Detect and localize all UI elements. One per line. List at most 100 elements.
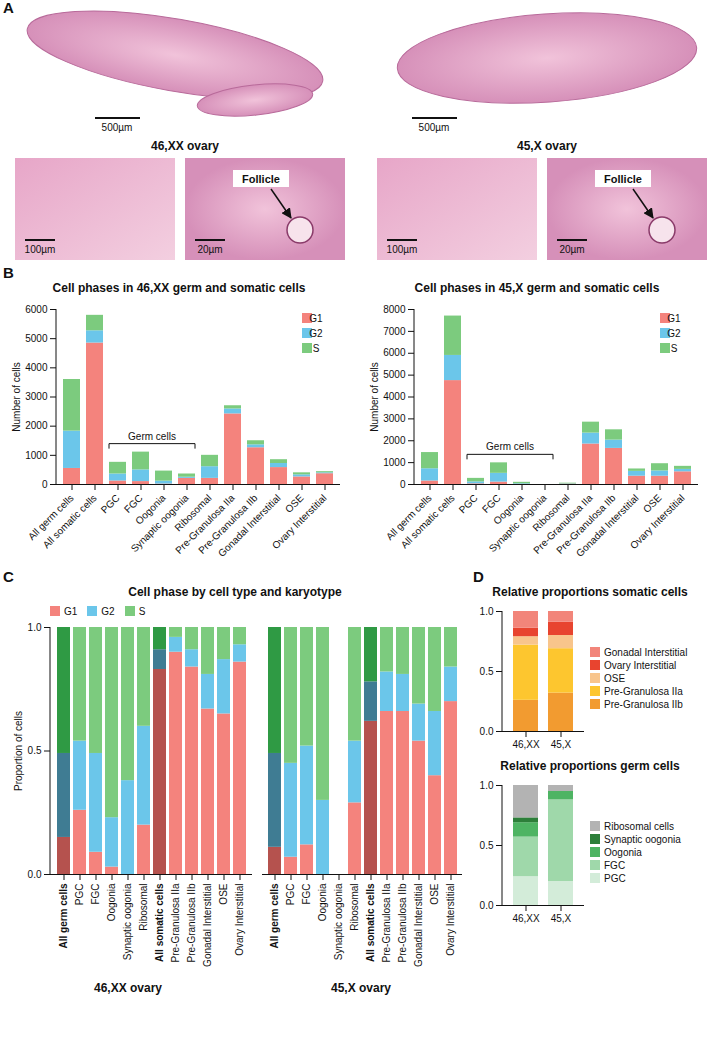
svg-text:FGC: FGC (480, 492, 503, 515)
svg-text:S: S (671, 343, 678, 354)
svg-text:0.5: 0.5 (480, 840, 494, 851)
svg-text:G1: G1 (667, 313, 681, 324)
html-text:Cell phases in 45,X germ and s: Cell phases in 45,X germ and somatic cel… (414, 281, 660, 295)
svg-text:Synaptic oogonia: Synaptic oogonia (122, 883, 133, 960)
svg-text:OSE: OSE (641, 492, 664, 515)
svg-text:Oogonia: Oogonia (317, 883, 328, 921)
svg-text:Follicle: Follicle (604, 173, 642, 185)
svg-text:Ribosomal: Ribosomal (172, 492, 214, 534)
svg-text:6000: 6000 (383, 347, 406, 358)
svg-text:Ovary Interstitial: Ovary Interstitial (270, 492, 329, 551)
svg-text:500µm: 500µm (419, 122, 450, 133)
svg-text:G1: G1 (309, 313, 323, 324)
svg-text:G2: G2 (309, 328, 323, 339)
svg-text:Germ cells: Germ cells (486, 441, 534, 452)
svg-text:8000: 8000 (383, 304, 406, 315)
svg-text:45,X: 45,X (551, 739, 572, 750)
svg-text:Pre-Granulosa IIb: Pre-Granulosa IIb (186, 883, 197, 962)
svg-text:PGC: PGC (457, 492, 480, 515)
svg-text:Oogonia: Oogonia (491, 492, 526, 527)
svg-text:S: S (313, 343, 320, 354)
svg-text:Ribosomal: Ribosomal (138, 884, 149, 931)
svg-text:6000: 6000 (25, 304, 48, 315)
svg-text:0.0: 0.0 (480, 900, 494, 911)
svg-text:5000: 5000 (25, 333, 48, 344)
svg-text:Pre-Granulosa IIa: Pre-Granulosa IIa (531, 492, 595, 556)
svg-text:4000: 4000 (383, 391, 406, 402)
svg-text:Proportion of cells: Proportion of cells (13, 711, 24, 791)
svg-text:1000: 1000 (25, 450, 48, 461)
svg-text:1.0: 1.0 (480, 780, 494, 791)
svg-text:Pre-Granulosa IIb: Pre-Granulosa IIb (554, 492, 618, 556)
svg-text:1.0: 1.0 (28, 622, 42, 633)
svg-text:5000: 5000 (383, 369, 406, 380)
svg-text:100µm: 100µm (25, 244, 56, 255)
html-text:Cell phases in 46,XX germ and: Cell phases in 46,XX germ and somatic ce… (52, 281, 306, 295)
svg-text:3000: 3000 (383, 413, 406, 424)
svg-text:Pre-Granulosa IIb: Pre-Granulosa IIb (397, 883, 408, 962)
svg-text:OSE: OSE (218, 883, 229, 904)
svg-text:Pre-Granulosa IIa: Pre-Granulosa IIa (173, 492, 237, 556)
svg-text:Pre-Granulosa IIb: Pre-Granulosa IIb (196, 492, 260, 556)
svg-text:Ovary Interstitial: Ovary Interstitial (234, 884, 245, 956)
svg-text:500µm: 500µm (102, 122, 133, 133)
svg-text:Ovary Interstitial: Ovary Interstitial (628, 492, 687, 551)
svg-text:Ribosomal: Ribosomal (530, 492, 572, 534)
svg-text:45,X: 45,X (551, 913, 572, 924)
svg-text:All somatic cells: All somatic cells (365, 883, 376, 962)
svg-text:Ribosomal: Ribosomal (349, 884, 360, 931)
svg-text:Follicle: Follicle (242, 173, 280, 185)
svg-text:46,XX ovary: 46,XX ovary (151, 139, 219, 153)
svg-text:1000: 1000 (383, 457, 406, 468)
svg-text:100µm: 100µm (387, 244, 418, 255)
svg-text:Synaptic oogonia: Synaptic oogonia (486, 492, 549, 555)
svg-text:2000: 2000 (383, 435, 406, 446)
svg-text:All germ cells: All germ cells (269, 883, 280, 948)
svg-text:Number of cells: Number of cells (11, 362, 22, 431)
svg-text:0.5: 0.5 (28, 745, 42, 756)
svg-text:Pre-Granulosa IIa: Pre-Granulosa IIa (170, 883, 181, 962)
svg-text:Gonadal Interstitial: Gonadal Interstitial (574, 492, 641, 559)
svg-text:Gonadal Interstitial: Gonadal Interstitial (413, 884, 424, 967)
svg-text:Synaptic oogonia: Synaptic oogonia (333, 883, 344, 960)
svg-text:FGC: FGC (122, 492, 145, 515)
svg-text:Oogonia: Oogonia (106, 883, 117, 921)
svg-text:0.0: 0.0 (480, 726, 494, 737)
svg-text:PGC: PGC (99, 492, 122, 515)
svg-text:All somatic cells: All somatic cells (399, 492, 457, 550)
svg-text:FGC: FGC (90, 884, 101, 905)
svg-text:All germ cells: All germ cells (58, 883, 69, 948)
svg-text:7000: 7000 (383, 326, 406, 337)
svg-text:FGC: FGC (301, 884, 312, 905)
svg-text:All germ cells: All germ cells (25, 492, 76, 543)
svg-text:2000: 2000 (25, 420, 48, 431)
svg-text:0: 0 (42, 479, 48, 490)
svg-text:PGC: PGC (285, 884, 296, 906)
svg-text:Gonadal Interstitial: Gonadal Interstitial (216, 492, 283, 559)
svg-text:20µm: 20µm (559, 244, 584, 255)
svg-text:Gonadal Interstitial: Gonadal Interstitial (202, 884, 213, 967)
svg-text:PGC: PGC (74, 884, 85, 906)
svg-text:3000: 3000 (25, 391, 48, 402)
svg-text:OSE: OSE (283, 492, 306, 515)
svg-text:All somatic cells: All somatic cells (154, 883, 165, 962)
svg-text:46,XX: 46,XX (512, 913, 540, 924)
svg-text:4000: 4000 (25, 362, 48, 373)
svg-text:0.5: 0.5 (480, 666, 494, 677)
svg-text:All germ cells: All germ cells (383, 492, 434, 543)
svg-text:Pre-Granulosa IIa: Pre-Granulosa IIa (381, 883, 392, 962)
svg-text:G2: G2 (667, 328, 681, 339)
svg-text:OSE: OSE (429, 883, 440, 904)
svg-text:Number of cells: Number of cells (369, 362, 380, 431)
svg-text:Oogonia: Oogonia (133, 492, 168, 527)
svg-text:Synaptic oogonia: Synaptic oogonia (128, 492, 191, 555)
svg-text:0.0: 0.0 (28, 869, 42, 880)
svg-text:20µm: 20µm (197, 244, 222, 255)
svg-text:1.0: 1.0 (480, 606, 494, 617)
svg-text:Ovary Interstitial: Ovary Interstitial (445, 884, 456, 956)
svg-text:45,X ovary: 45,X ovary (517, 139, 577, 153)
svg-text:Germ cells: Germ cells (128, 431, 176, 442)
svg-text:46,XX: 46,XX (512, 739, 540, 750)
svg-text:All somatic cells: All somatic cells (41, 492, 99, 550)
svg-text:0: 0 (400, 479, 406, 490)
